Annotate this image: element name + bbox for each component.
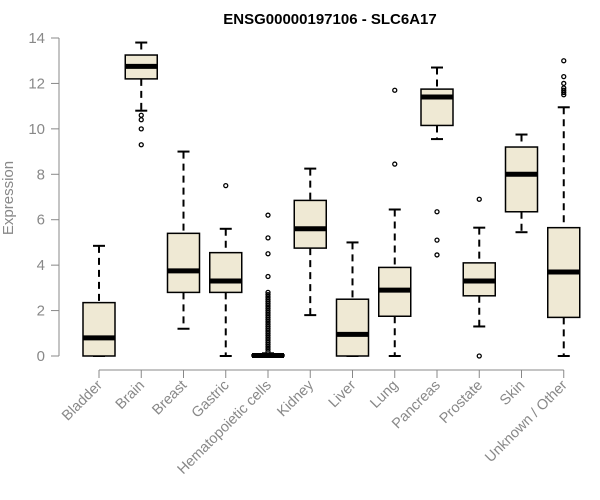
outlier-point — [138, 142, 144, 148]
y-tick-label: 8 — [37, 166, 45, 183]
box-unknown-other — [547, 58, 581, 357]
box-liver — [335, 241, 370, 357]
box-pancreas — [420, 66, 454, 258]
box-iqr — [209, 251, 243, 294]
outlier-point — [265, 348, 271, 355]
plot-area — [82, 41, 581, 359]
box-hematopoietic-cells — [251, 212, 285, 359]
outlier-point — [138, 126, 144, 132]
y-tick-label: 12 — [28, 75, 45, 92]
chart-title: ENSG00000197106 - SLC6A17 — [223, 11, 436, 28]
box-iqr — [293, 199, 327, 249]
x-tick-label: Skin — [497, 378, 528, 409]
x-tick-label: Liver — [326, 377, 360, 411]
outlier-point — [392, 87, 398, 93]
outlier-point — [561, 58, 567, 64]
y-tick-label: 4 — [37, 257, 45, 274]
outlier-point — [476, 196, 482, 202]
outlier-point — [392, 161, 398, 167]
y-axis-title: Expression — [0, 161, 17, 235]
box-prostate — [462, 196, 496, 359]
outlier-point — [561, 92, 567, 98]
x-tick-label: Bladder — [59, 377, 106, 424]
outlier-point — [561, 73, 567, 80]
box-skin — [504, 133, 539, 234]
outlier-point — [138, 112, 144, 118]
box-kidney — [293, 167, 327, 317]
outlier-point — [434, 209, 440, 215]
y-tick-label: 2 — [37, 303, 45, 320]
box-iqr — [82, 301, 116, 357]
y-tick-label: 14 — [28, 30, 45, 47]
outlier-point — [434, 237, 440, 243]
box-iqr — [166, 232, 201, 294]
outlier-point — [138, 117, 144, 123]
y-tick-label: 6 — [37, 212, 45, 229]
outlier-point — [476, 353, 482, 359]
outlier-point — [265, 273, 271, 280]
x-tick-label: Lung — [367, 378, 401, 412]
y-tick-label: 10 — [28, 121, 45, 138]
x-tick-label: Brain — [113, 378, 148, 413]
outlier-point — [265, 235, 271, 241]
outlier-point — [265, 346, 271, 352]
y-tick-label: 0 — [37, 348, 45, 365]
x-tick-label: Unknown / Other — [482, 377, 570, 465]
box-iqr — [335, 298, 370, 357]
box-bladder — [82, 244, 116, 357]
outlier-point — [265, 212, 271, 218]
outlier-point — [223, 182, 229, 189]
box-iqr — [504, 146, 539, 213]
y-axis: 0 2 4 6 8 10 12 14 — [28, 30, 60, 365]
x-tick-label: Breast — [149, 378, 190, 419]
outlier-point — [265, 251, 271, 257]
x-tick-label: Kidney — [274, 377, 317, 420]
outlier-point — [434, 252, 440, 258]
outlier-point — [561, 89, 567, 96]
box-breast — [166, 150, 201, 330]
box-brain — [124, 41, 158, 148]
outlier-point — [561, 80, 567, 87]
box-lung — [378, 87, 412, 357]
box-gastric — [209, 182, 243, 357]
x-tick-label: Prostate — [437, 378, 486, 427]
